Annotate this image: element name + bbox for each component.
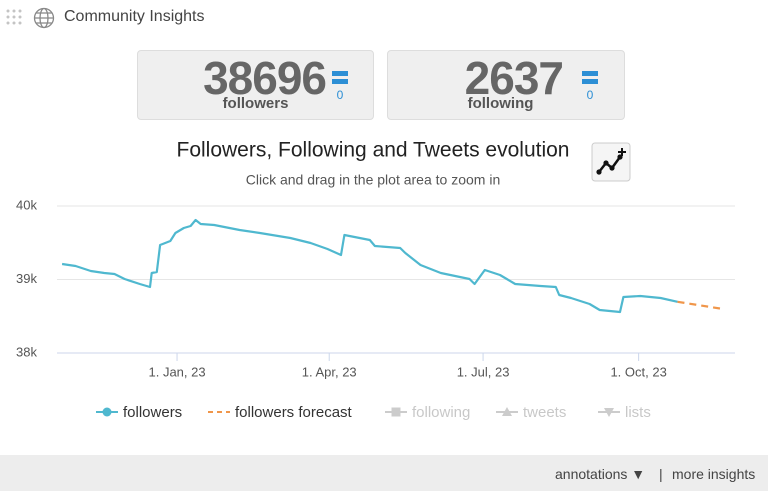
globe-icon (33, 7, 55, 29)
chart-title: Followers, Following and Tweets evolutio… (177, 139, 570, 162)
legend-marker (391, 407, 401, 417)
x-tick-label: 1. Jul, 23 (457, 364, 510, 379)
legend-item[interactable]: following (385, 404, 470, 421)
x-tick-label: 1. Apr, 23 (302, 364, 357, 379)
stat-card: 2637 following 0 (387, 50, 625, 120)
legend-item[interactable]: followers (96, 404, 182, 421)
data-line (677, 300, 724, 311)
legend-item[interactable]: followers forecast (208, 404, 353, 421)
legend-label: tweets (523, 404, 566, 421)
widget-title: Community Insights (64, 8, 205, 25)
drag-handle[interactable] (5, 8, 25, 28)
legend-marker (502, 407, 512, 416)
x-tick-label: 1. Oct, 23 (610, 364, 666, 379)
separator: | (659, 466, 663, 482)
x-tick-label: 1. Jan, 23 (148, 364, 205, 379)
stat-card: 38696 followers 0 (137, 50, 374, 120)
stat-label: followers (222, 95, 289, 112)
y-tick-label: 39k (16, 271, 37, 286)
more-insights-link[interactable]: more insights (672, 466, 756, 482)
y-tick-label: 40k (16, 197, 37, 212)
legend-item[interactable]: lists (598, 404, 651, 421)
equal-icon (582, 79, 598, 84)
y-tick-label: 38k (16, 344, 37, 359)
stat-change: 0 (586, 88, 594, 102)
legend-marker (102, 407, 112, 417)
chart: Followers, Following and Tweets evolutio… (16, 139, 735, 421)
legend-label: followers forecast (235, 404, 353, 421)
stat-change: 0 (336, 88, 344, 102)
stat-value: 38696 (203, 52, 327, 104)
legend-label: followers (123, 404, 182, 421)
legend: followers followers forecast following twee… (96, 404, 651, 421)
footer: annotations ▼ | more insights (0, 455, 768, 491)
legend-item[interactable]: tweets (496, 404, 566, 421)
annotations-link[interactable]: annotations ▼ (555, 466, 646, 482)
equal-icon (332, 71, 348, 76)
data-line (61, 218, 678, 314)
legend-marker (604, 408, 614, 417)
legend-label: following (412, 404, 470, 421)
equal-icon (582, 71, 598, 76)
stat-label: following (467, 95, 534, 112)
legend-label: lists (625, 404, 651, 421)
equal-icon (332, 79, 348, 84)
stat-value: 2637 (464, 52, 564, 104)
chart-subtitle: Click and drag in the plot area to zoom … (246, 172, 500, 188)
zoom-button[interactable] (591, 142, 631, 182)
